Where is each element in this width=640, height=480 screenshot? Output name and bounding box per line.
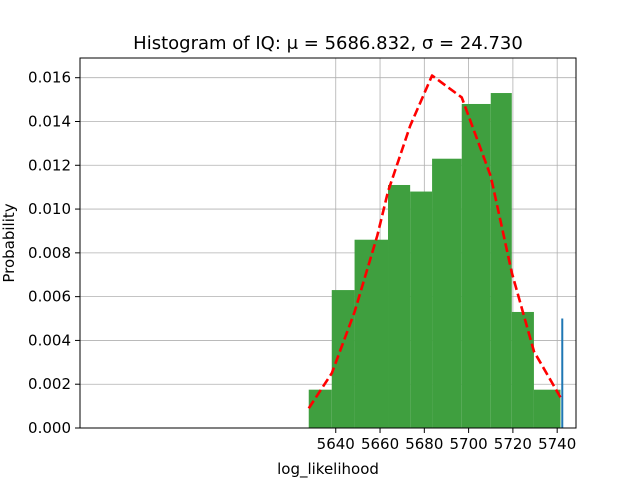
chart-title: Histogram of IQ: μ = 5686.832, σ = 24.73…: [133, 33, 523, 54]
histogram-bar: [331, 290, 355, 428]
histogram-bar: [461, 103, 491, 429]
histogram-bar: [410, 191, 433, 428]
y-tick-label: 0.000: [28, 419, 71, 437]
x-tick-label: 5700: [450, 435, 488, 453]
y-tick-label: 0.014: [28, 112, 71, 130]
y-tick-label: 0.006: [28, 288, 71, 306]
axes-frame: [79, 57, 577, 429]
x-axis-title: log_likelihood: [277, 460, 379, 479]
y-tick-label: 0.010: [28, 200, 71, 218]
histogram-bar: [511, 311, 534, 428]
density-curve-layer: [307, 74, 562, 410]
histogram-bar: [432, 158, 462, 428]
x-tick-label: 5720: [494, 435, 532, 453]
x-tick-label: 5680: [405, 435, 443, 453]
y-tick-label: 0.008: [28, 244, 71, 262]
histogram-bar: [533, 389, 561, 428]
x-tick-label: 5640: [317, 435, 355, 453]
x-tick-label: 5740: [538, 435, 576, 453]
y-axis-title: Probability: [0, 203, 18, 282]
y-tick-label: 0.002: [28, 375, 71, 393]
histogram-bar: [308, 389, 332, 428]
x-tick-label: 5660: [361, 435, 399, 453]
axis-ticks: 5640 5660 5680 5700 5720 5740 0.000 0.002 0.004 0…: [28, 69, 576, 453]
density-curve: [307, 74, 562, 410]
y-tick-label: 0.012: [28, 156, 71, 174]
y-tick-label: 0.004: [28, 331, 71, 349]
y-tick-label: 0.016: [28, 69, 71, 87]
histogram-bars: [308, 93, 561, 429]
histogram-bar: [354, 239, 389, 428]
histogram-bar: [388, 184, 411, 428]
histogram-bar: [490, 93, 512, 428]
